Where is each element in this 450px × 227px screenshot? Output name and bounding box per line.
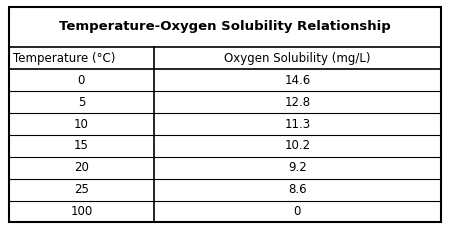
Text: 15: 15 [74,139,89,152]
Text: 10: 10 [74,118,89,131]
Text: Temperature-Oxygen Solubility Relationship: Temperature-Oxygen Solubility Relationsh… [59,20,391,33]
Text: 25: 25 [74,183,89,196]
Text: 12.8: 12.8 [284,96,310,109]
Text: 10.2: 10.2 [284,139,310,152]
Text: 0: 0 [78,74,85,87]
Text: 20: 20 [74,161,89,174]
Text: 5: 5 [78,96,85,109]
Text: Temperature (°C): Temperature (°C) [13,52,115,64]
Text: Oxygen Solubility (mg/L): Oxygen Solubility (mg/L) [224,52,371,64]
Text: 8.6: 8.6 [288,183,306,196]
Text: 9.2: 9.2 [288,161,307,174]
Text: 14.6: 14.6 [284,74,310,87]
Text: 100: 100 [70,205,93,218]
Text: 0: 0 [294,205,301,218]
Text: 11.3: 11.3 [284,118,310,131]
